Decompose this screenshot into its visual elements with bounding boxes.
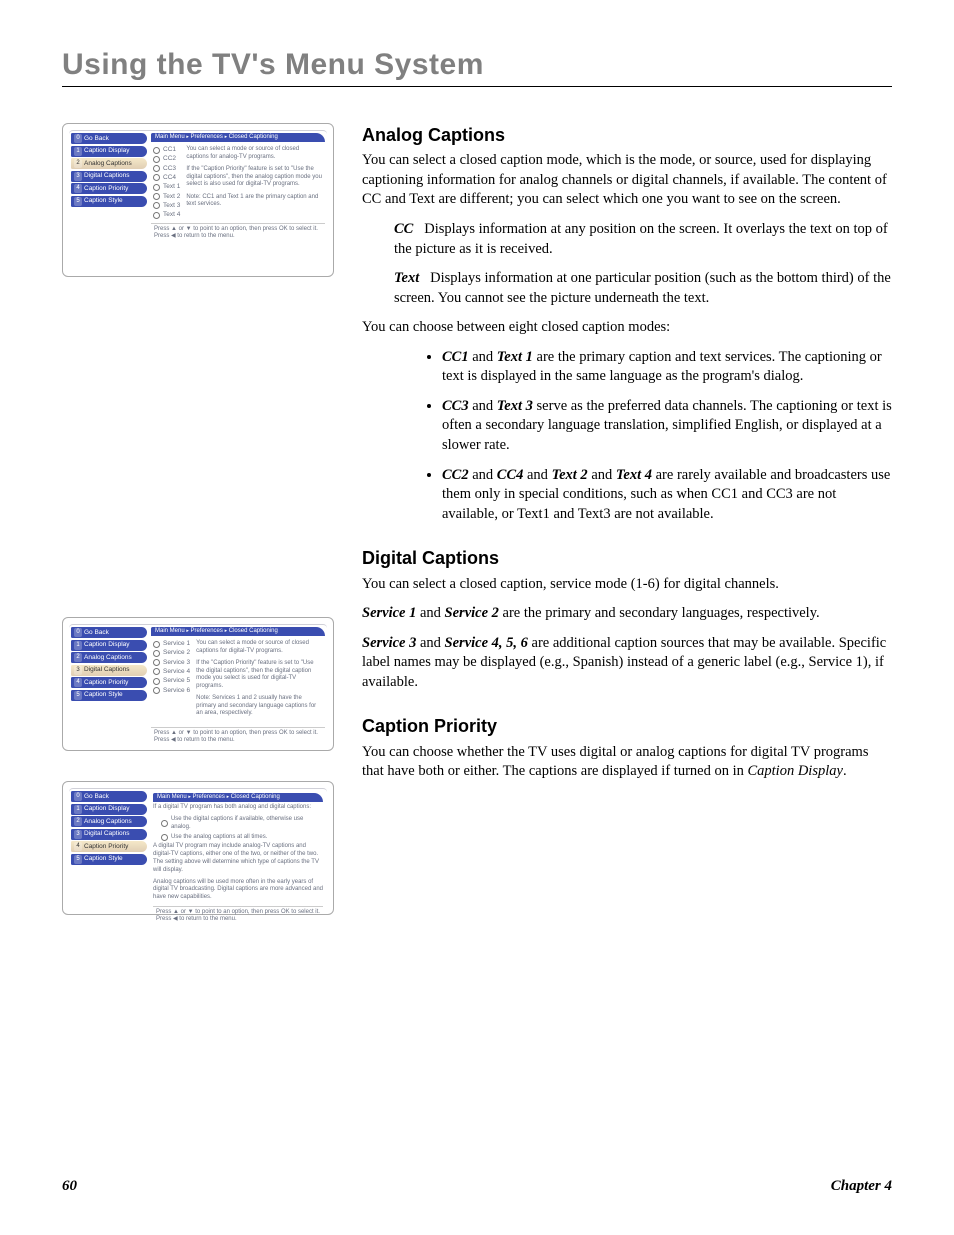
analog-cc-def: CC Displays information at any position … [394,220,892,259]
option-cc2: CC2 [153,155,180,163]
section-title-digital: Digital Captions [362,546,892,570]
sidebar-item-digital-captions: 3Digital Captions [71,665,147,676]
sidebar-item-analog-captions: 2Analog Captions [71,158,147,169]
radio-icon [161,820,168,827]
breadcrumb: Main Menu ▸ Preferences ▸ Closed Caption… [153,793,323,802]
digital-p1: You can select a closed caption, service… [362,575,892,595]
option-service5: Service 5 [153,677,190,685]
section-title-priority: Caption Priority [362,714,892,738]
radio-icon [153,668,160,675]
figure-analog-captions: 0Go Back 1Caption Display 2Analog Captio… [62,123,334,277]
radio-icon [153,174,160,181]
option-text4: Text 4 [153,211,180,219]
sidebar-item-caption-style: 5Caption Style [71,196,147,207]
sidebar-item-go-back: 0Go Back [71,133,147,144]
option-service2: Service 2 [153,649,190,657]
analog-text-def: Text Displays information at one particu… [394,269,892,308]
sidebar-item-analog-captions: 2Analog Captions [71,652,147,663]
radio-icon [153,212,160,219]
page-number: 60 [62,1178,77,1195]
breadcrumb: Main Menu ▸ Preferences ▸ Closed Caption… [151,627,325,636]
sidebar-item-caption-display: 1Caption Display [71,804,147,815]
option-use-digital: Use the digital captions if available, o… [161,816,323,832]
option-text3: Text 3 [153,202,180,210]
analog-bullets: CC1 and Text 1 are the primary caption a… [442,348,892,525]
option-list: CC1 CC2 CC3 CC4 Text 1 Text 2 Text 3 Tex… [153,146,180,219]
hint-bar: Press ▲ or ▼ to point to an option, then… [151,727,325,746]
radio-icon [153,687,160,694]
option-service4: Service 4 [153,668,190,676]
analog-p1: You can select a closed caption mode, wh… [362,151,892,210]
menu-main-panel: Main Menu ▸ Preferences ▸ Closed Caption… [151,791,325,908]
spacer [62,307,334,617]
breadcrumb: Main Menu ▸ Preferences ▸ Closed Caption… [151,133,325,142]
option-description: You can select a mode or source of close… [186,146,323,219]
menu-sidebar: 0Go Back 1Caption Display 2Analog Captio… [71,791,147,908]
sidebar-item-caption-style: 5Caption Style [71,854,147,865]
figure-caption-priority: 0Go Back 1Caption Display 2Analog Captio… [62,781,334,915]
sidebar-item-go-back: 0Go Back [71,627,147,638]
menu-sidebar: 0Go Back 1Caption Display 2Analog Captio… [71,627,147,744]
option-service1: Service 1 [153,640,190,648]
figure-column: 0Go Back 1Caption Display 2Analog Captio… [62,123,334,945]
radio-icon [161,834,168,841]
radio-icon [153,659,160,666]
option-list: Service 1 Service 2 Service 3 Service 4 … [153,640,190,723]
priority-p1: You can choose whether the TV uses digit… [362,743,892,782]
radio-icon [153,147,160,154]
option-description: You can select a mode or source of close… [196,640,323,723]
option-cc3: CC3 [153,165,180,173]
bullet-cc2-cc4: CC2 and CC4 and Text 2 and Text 4 are ra… [442,466,892,525]
sidebar-item-caption-style: 5Caption Style [71,690,147,701]
page-title: Using the TV's Menu System [62,48,892,82]
chapter-label: Chapter 4 [831,1178,892,1195]
sidebar-item-analog-captions: 2Analog Captions [71,816,147,827]
option-text1: Text 1 [153,183,180,191]
radio-icon [153,202,160,209]
bullet-cc3-text3: CC3 and Text 3 serve as the preferred da… [442,397,892,456]
analog-p2: You can choose between eight closed capt… [362,318,892,338]
option-text2: Text 2 [153,193,180,201]
page-footer: 60 Chapter 4 [62,1178,892,1195]
title-divider [62,86,892,87]
bullet-cc1-text1: CC1 and Text 1 are the primary caption a… [442,348,892,387]
sidebar-item-caption-priority: 4Caption Priority [71,677,147,688]
radio-icon [153,641,160,648]
menu-main-panel: Main Menu ▸ Preferences ▸ Closed Caption… [151,627,325,744]
sidebar-item-caption-display: 1Caption Display [71,146,147,157]
menu-main-panel: Main Menu ▸ Preferences ▸ Closed Caption… [151,133,325,270]
figure-digital-captions: 0Go Back 1Caption Display 2Analog Captio… [62,617,334,751]
radio-icon [153,193,160,200]
digital-p3: Service 3 and Service 4, 5, 6 are additi… [362,634,892,693]
sidebar-item-caption-priority: 4Caption Priority [71,183,147,194]
section-title-analog: Analog Captions [362,123,892,147]
hint-bar: Press ▲ or ▼ to point to an option, then… [151,223,325,242]
option-use-analog: Use the analog captions at all times. [161,834,323,842]
sidebar-item-digital-captions: 3Digital Captions [71,171,147,182]
radio-icon [153,184,160,191]
option-service6: Service 6 [153,687,190,695]
menu-sidebar: 0Go Back 1Caption Display 2Analog Captio… [71,133,147,270]
sidebar-item-caption-display: 1Caption Display [71,640,147,651]
radio-icon [153,165,160,172]
sidebar-item-digital-captions: 3Digital Captions [71,829,147,840]
priority-description: If a digital TV program has both analog … [153,804,323,902]
hint-bar: Press ▲ or ▼ to point to an option, then… [153,906,323,925]
option-cc4: CC4 [153,174,180,182]
digital-p2: Service 1 and Service 2 are the primary … [362,604,892,624]
sidebar-item-go-back: 0Go Back [71,791,147,802]
radio-icon [153,650,160,657]
radio-icon [153,678,160,685]
radio-icon [153,156,160,163]
option-service3: Service 3 [153,659,190,667]
content-area: 0Go Back 1Caption Display 2Analog Captio… [62,123,892,945]
text-column: Analog Captions You can select a closed … [362,123,892,945]
sidebar-item-caption-priority: 4Caption Priority [71,841,147,852]
option-cc1: CC1 [153,146,180,154]
